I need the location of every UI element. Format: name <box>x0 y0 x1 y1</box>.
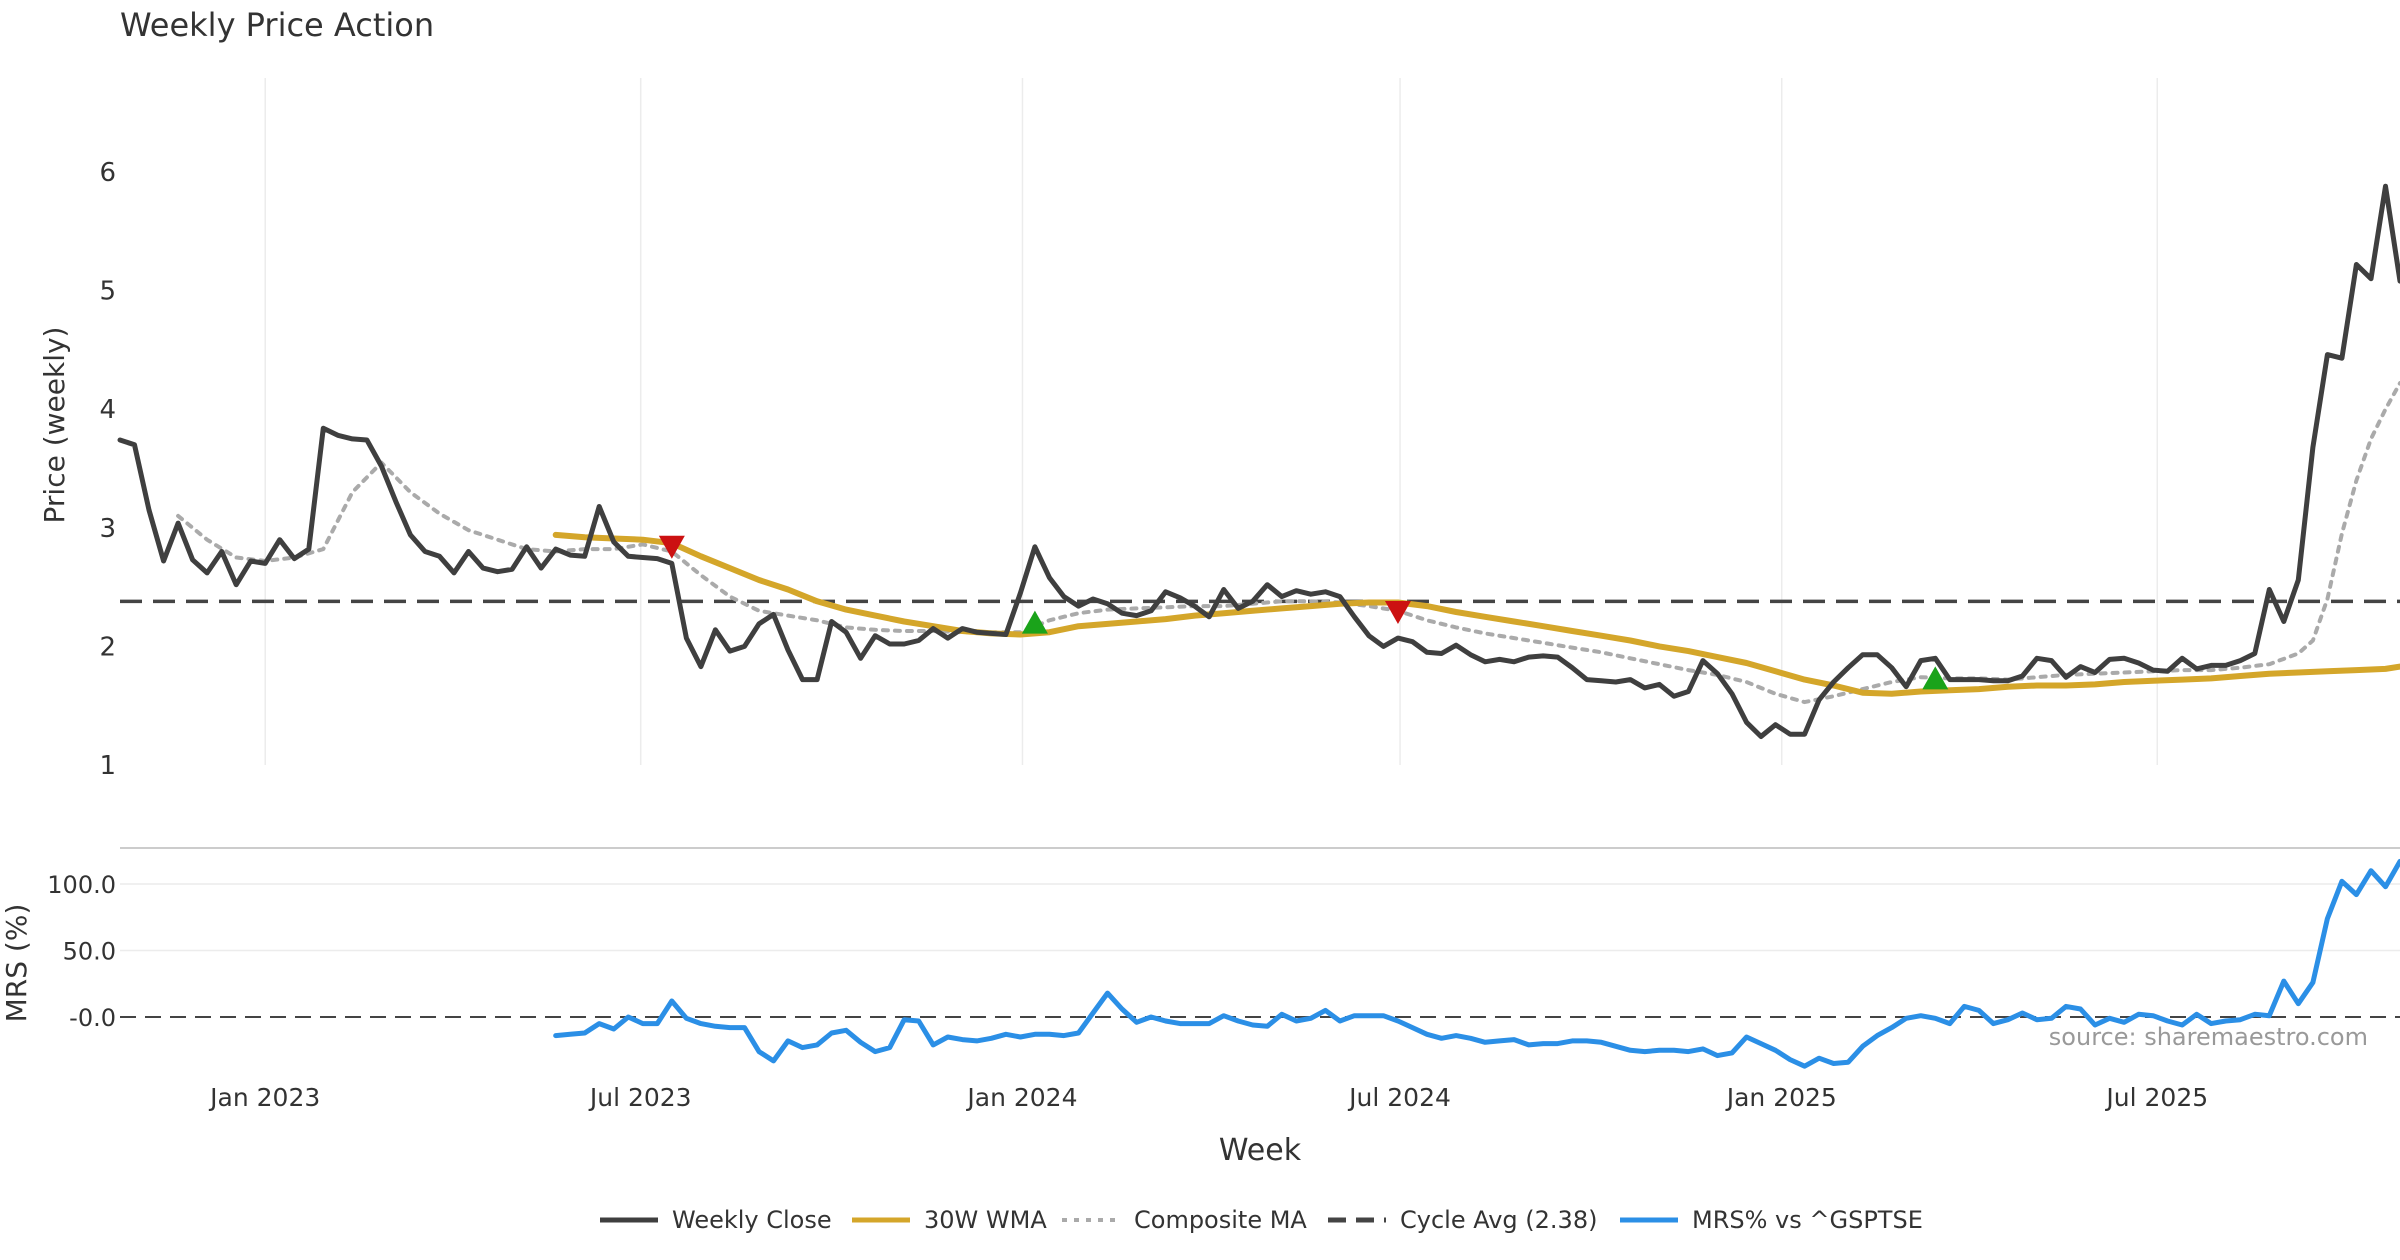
legend-label: Cycle Avg (2.38) <box>1400 1206 1597 1234</box>
mrs-series <box>553 858 2400 1069</box>
series-line-mrs-vs-gsptse <box>553 858 2400 1069</box>
price-y-axis-label: Price (weekly) <box>38 327 71 524</box>
chart-title: Weekly Price Action <box>120 6 434 44</box>
x-tick-label: Jan 2023 <box>208 1083 320 1112</box>
legend-label: Composite MA <box>1134 1206 1307 1234</box>
price-grid <box>264 78 2159 765</box>
price-y-tick-label: 1 <box>99 751 116 781</box>
legend-item-mrs-vs-gsptse: MRS% vs ^GSPTSE <box>1620 1206 1923 1234</box>
mrs-y-axis-label: MRS (%) <box>0 904 33 1023</box>
x-tick-label: Jul 2025 <box>2104 1083 2208 1112</box>
sell-signal-marker <box>658 535 685 559</box>
source-note: source: sharemaestro.com <box>2049 1023 2368 1051</box>
price-y-tick-label: 3 <box>99 514 116 544</box>
legend-item-30w-wma: 30W WMA <box>852 1206 1047 1234</box>
legend-label: Weekly Close <box>672 1206 832 1234</box>
x-axis-label: Week <box>1219 1133 1302 1168</box>
legend-label: 30W WMA <box>924 1206 1047 1234</box>
price-y-tick-label: 5 <box>99 277 116 307</box>
mrs-y-ticks: -0.0 50.0 100.0 <box>47 871 116 1032</box>
series-line-weekly-close <box>117 183 2400 739</box>
x-ticks: Jan 2023 Jul 2023 Jan 2024 Jul 2024 Jan 2025… <box>208 1083 2208 1112</box>
series-line-composite-ma <box>176 381 2400 705</box>
legend: Weekly Close 30W WMA Composite MA Cycle Avg… <box>600 1206 1923 1234</box>
price-series <box>117 183 2400 739</box>
mrs-y-tick-label: -0.0 <box>69 1004 116 1032</box>
mrs-grid <box>120 883 2400 952</box>
x-tick-label: Jan 2024 <box>965 1083 1077 1112</box>
legend-item-cycle-avg-2-38: Cycle Avg (2.38) <box>1328 1206 1597 1234</box>
x-tick-label: Jul 2024 <box>1347 1083 1451 1112</box>
price-y-ticks: 1 2 3 4 5 6 <box>99 158 116 781</box>
series-line-30w-wma <box>552 531 2400 697</box>
buy-signal-marker <box>1922 666 1949 690</box>
x-tick-label: Jul 2023 <box>588 1083 692 1112</box>
price-y-tick-label: 2 <box>99 632 116 662</box>
legend-item-composite-ma: Composite MA <box>1062 1206 1307 1234</box>
sell-signal-marker <box>1384 601 1411 625</box>
mrs-y-tick-label: 50.0 <box>63 938 116 966</box>
price-y-tick-label: 6 <box>99 158 116 188</box>
buy-signal-marker <box>1021 610 1048 634</box>
x-tick-label: Jan 2025 <box>1725 1083 1837 1112</box>
legend-item-weekly-close: Weekly Close <box>600 1206 832 1234</box>
mrs-y-tick-label: 100.0 <box>47 871 116 899</box>
price-y-tick-label: 4 <box>99 395 116 425</box>
legend-label: MRS% vs ^GSPTSE <box>1692 1206 1923 1234</box>
signal-markers <box>658 535 1949 690</box>
